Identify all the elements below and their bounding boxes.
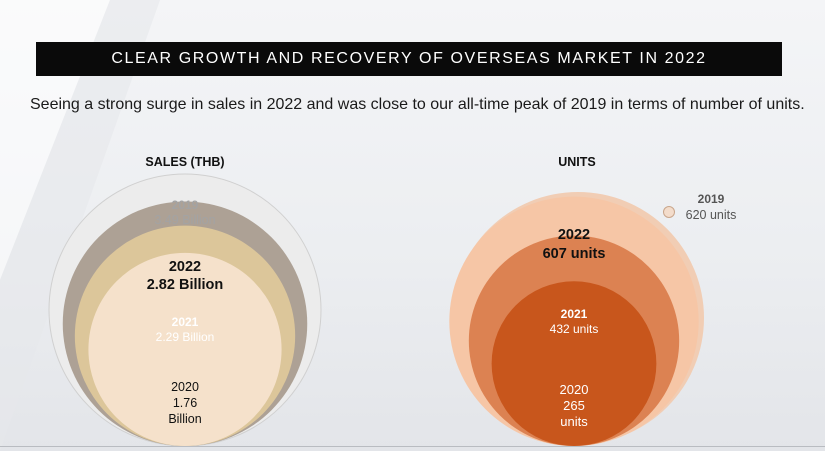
units-bubble-2020 xyxy=(491,281,657,446)
units-label-2021: 2021 xyxy=(561,307,588,321)
units-unit-2020: units xyxy=(560,414,588,429)
sales-label-2019: 2019 xyxy=(172,198,199,212)
units-value-2020: 265 xyxy=(563,398,585,413)
page-subtitle: Seeing a strong surge in sales in 2022 a… xyxy=(30,96,805,113)
units-2019-marker xyxy=(663,206,675,218)
units-label-2020: 2020 xyxy=(560,382,589,397)
sales-value-2021: 2.29 Billion xyxy=(156,330,215,344)
divider xyxy=(0,446,825,447)
units-label-2022: 2022 xyxy=(558,227,590,243)
units-value-2021: 432 units xyxy=(550,322,599,336)
sales-chart-title: SALES (THB) xyxy=(145,155,225,169)
units-chart-title: UNITS xyxy=(558,155,596,169)
sales-value-2022: 2.82 Billion xyxy=(147,277,224,293)
sales-value-2019: 3.49 Billion xyxy=(154,213,215,227)
sales-label-2020: 2020 xyxy=(171,380,199,394)
page-title: CLEAR GROWTH AND RECOVERY OF OVERSEAS MA… xyxy=(111,50,707,67)
sales-label-2022: 2022 xyxy=(169,259,201,275)
title-banner: CLEAR GROWTH AND RECOVERY OF OVERSEAS MA… xyxy=(36,42,782,76)
sales-value-2020: 1.76 xyxy=(173,396,197,410)
units-value-2022: 607 units xyxy=(543,246,606,262)
sales-bubble-2020 xyxy=(88,252,282,446)
units-label-2019: 2019 xyxy=(698,192,725,206)
units-value-2019: 620 units xyxy=(686,208,737,222)
sales-unit-2020: Billion xyxy=(168,412,201,426)
sales-label-2021: 2021 xyxy=(172,315,199,329)
